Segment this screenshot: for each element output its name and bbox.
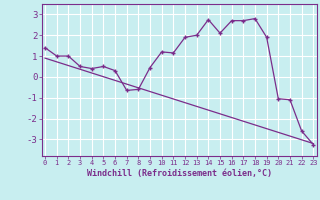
- X-axis label: Windchill (Refroidissement éolien,°C): Windchill (Refroidissement éolien,°C): [87, 169, 272, 178]
